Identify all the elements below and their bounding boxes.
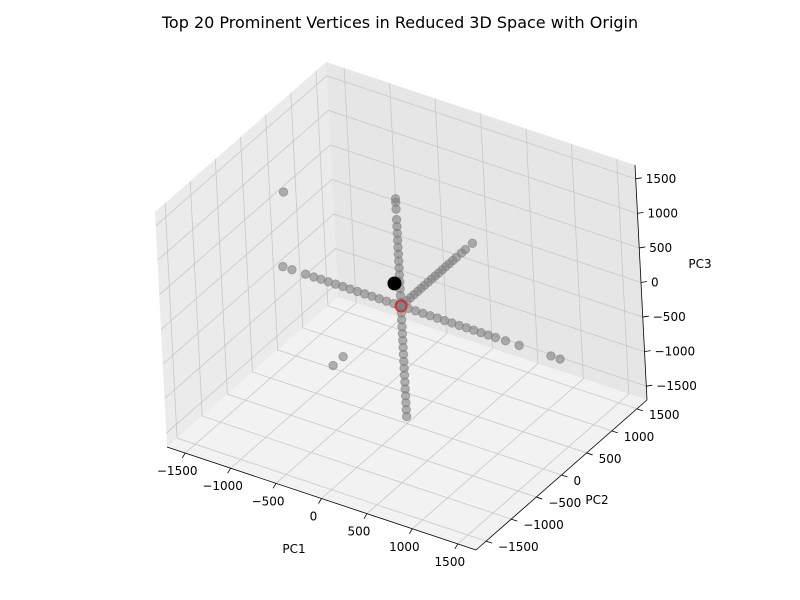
grid-line-y [214,159,537,498]
y-tick-label: 1500 [649,408,680,422]
grid-line-x [366,128,539,514]
y-tick-label: −1500 [498,540,539,554]
chart-marks [278,187,565,422]
x-tick-label: −1000 [202,479,243,493]
grid-line-z [164,248,645,399]
x-tick [272,483,277,489]
grid-line-x [457,158,630,545]
x-tick [454,543,459,550]
y-tick [586,452,593,456]
grid-line-x [184,68,357,454]
y-tick [611,430,618,434]
x-tick [409,528,413,534]
grid-line-y [290,92,612,432]
y-tick-label: 0 [574,474,582,488]
vertex-point [300,269,311,279]
z-tick [637,211,644,214]
vertex-point [460,244,471,255]
x-tick [227,468,231,474]
y-tick-label: 500 [599,452,622,466]
vertex-point [278,261,288,272]
y-tick [636,408,644,412]
grid-line-y [164,203,487,542]
vertex-point [514,340,524,351]
y-axis-label: PC2 [585,493,608,507]
vertex-point [490,332,501,343]
grid-line-y [189,181,512,520]
vertex-point [328,360,338,371]
vertex-point [467,238,478,249]
grid-line-y [265,114,587,454]
z-tick-label: −500 [653,310,686,324]
grid-line-z [162,213,643,365]
x-tick-label: 1500 [435,555,466,569]
vertex-point [500,336,511,346]
vertex-point [278,187,289,197]
z-tick-label: 1000 [647,206,678,220]
z-tick [635,177,642,180]
x-tick [318,498,322,504]
z-tick-label: 500 [649,241,672,255]
z-tick [646,384,653,387]
y-tick-label: −500 [548,496,581,510]
z-tick [640,281,648,283]
grid-line-y [240,136,562,476]
z-tick-label: 0 [651,276,659,290]
vertex-point [309,272,319,282]
z-tick [639,246,646,249]
grid-line-x [321,113,493,499]
vertex-point [287,264,297,275]
grid-line-z [155,75,636,227]
grid-line-y [315,70,638,410]
grid-line-z [158,144,640,296]
x-axis-label: PC1 [282,542,305,556]
vertex-point [401,411,412,422]
y-tick [536,496,543,500]
chart-grid [155,68,647,545]
chart-axes: −1500−1000−500050010001500−1500−1000−500… [157,164,697,569]
z-tick [642,315,649,318]
grid-line-x [275,98,448,484]
z-axis-label: PC3 [688,257,711,271]
grid-line-x [412,143,584,530]
grid-line-z [160,179,642,330]
x-tick [181,452,186,459]
x-tick-label: 0 [310,510,318,524]
z-tick-label: −1500 [656,379,697,393]
grid-line-z [157,109,638,261]
x-tick-label: −1500 [157,464,198,478]
z-tick [644,350,651,353]
vertex-point [391,214,402,225]
vertex-point [338,352,348,362]
z-tick-label: −1000 [655,345,696,359]
origin-point [387,276,402,291]
x-tick-label: 1000 [389,540,420,554]
y-tick-label: 1000 [624,430,655,444]
highlight-point-core [396,301,406,311]
z-tick-label: 1500 [646,172,677,186]
y-tick [511,518,518,522]
x-tick-label: 500 [347,525,370,539]
x-tick [363,513,368,519]
y-tick [485,540,493,544]
vertex-point [546,351,556,361]
x-tick-label: −500 [252,494,285,508]
vertex-point [390,194,401,204]
y-tick [561,474,568,478]
chart-title: Top 20 Prominent Vertices in Reduced 3D … [161,13,638,32]
y-tick-label: −1000 [523,518,564,532]
vertex-point [555,354,565,364]
